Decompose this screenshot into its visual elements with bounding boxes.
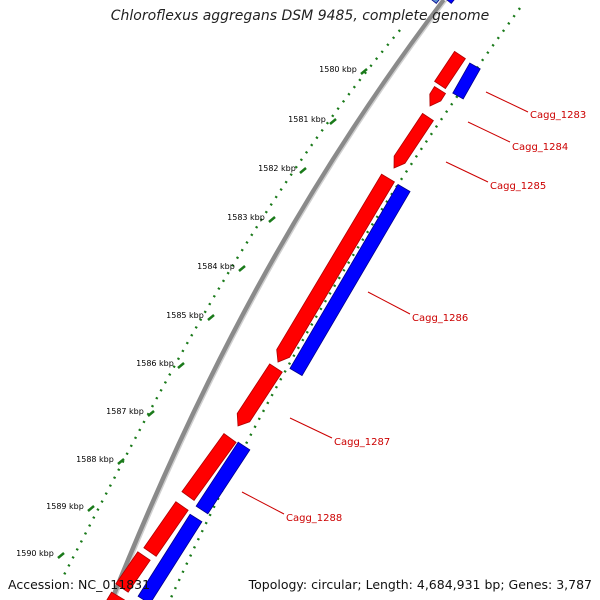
gene-arrow-cagg-1284	[429, 86, 447, 107]
inner-tick-ring	[168, 7, 521, 600]
tick-label: 1587 kbp	[106, 407, 144, 416]
tick-label: 1586 kbp	[136, 359, 174, 368]
tick-mark	[177, 362, 185, 369]
gene-fragment	[431, 0, 440, 4]
gene-leader-line	[485, 91, 529, 113]
tick-mark	[360, 68, 368, 75]
gene-label[interactable]: Cagg_1286	[412, 313, 468, 324]
tick-label: 1580 kbp	[319, 65, 357, 74]
gene-leader-line	[467, 121, 511, 143]
gene-arrow-cagg-1288	[181, 433, 237, 501]
gene-arrow-cagg-1288-rev	[195, 441, 251, 515]
tick-mark	[87, 505, 95, 512]
gene-arrow-upstream	[115, 551, 151, 593]
tick-mark	[117, 458, 125, 465]
tick-mark	[299, 167, 307, 174]
gene-arrow-cagg-1283	[452, 62, 481, 100]
tick-mark	[329, 118, 337, 125]
gene-leader-line	[445, 161, 489, 183]
gene-arrow-cagg-1283-fwd	[434, 50, 466, 90]
tick-label: 1581 kbp	[288, 115, 326, 124]
gene-arrow-upstream-rev	[137, 513, 203, 600]
gene-fragment	[446, 0, 455, 4]
outer-tick-ring	[62, 29, 401, 576]
gene-arrow-cagg-1286-rev	[289, 183, 411, 377]
topology-text: Topology: circular; Length: 4,684,931 bp…	[248, 577, 592, 592]
gene-leader-line	[289, 417, 333, 439]
gene-label[interactable]: Cagg_1288	[286, 513, 342, 524]
gene-leader-line	[241, 491, 285, 515]
tick-label: 1584 kbp	[197, 262, 235, 271]
genome-backbone	[109, 0, 446, 600]
tick-label: 1583 kbp	[227, 213, 265, 222]
gene-leader-line	[367, 291, 411, 315]
gene-label[interactable]: Cagg_1285	[490, 181, 546, 192]
map-title: Chloroflexus aggregans DSM 9485, complet…	[110, 8, 490, 24]
gene-label[interactable]: Cagg_1284	[512, 142, 568, 153]
gene-arrow-upstream	[106, 591, 125, 600]
genome-backbone-highlight	[114, 0, 448, 600]
gene-label[interactable]: Cagg_1287	[334, 437, 390, 448]
gene-arrow-upstream	[143, 501, 189, 557]
gene-arrow-cagg-1285	[393, 112, 434, 169]
tick-mark	[268, 216, 276, 223]
tick-mark	[238, 265, 246, 272]
gene-arrow-cagg-1287	[236, 363, 283, 427]
gene-arrow-cagg-1286	[276, 173, 395, 363]
tick-label: 1588 kbp	[76, 455, 114, 464]
gene-label[interactable]: Cagg_1283	[530, 110, 586, 121]
tick-mark	[57, 552, 65, 559]
tick-label: 1582 kbp	[258, 164, 296, 173]
tick-mark	[147, 410, 155, 417]
tick-label: 1590 kbp	[16, 549, 54, 558]
tick-label: 1589 kbp	[46, 502, 84, 511]
accession-text: Accession: NC_011831	[8, 577, 151, 592]
tick-label: 1585 kbp	[166, 311, 204, 320]
tick-mark	[207, 314, 215, 321]
